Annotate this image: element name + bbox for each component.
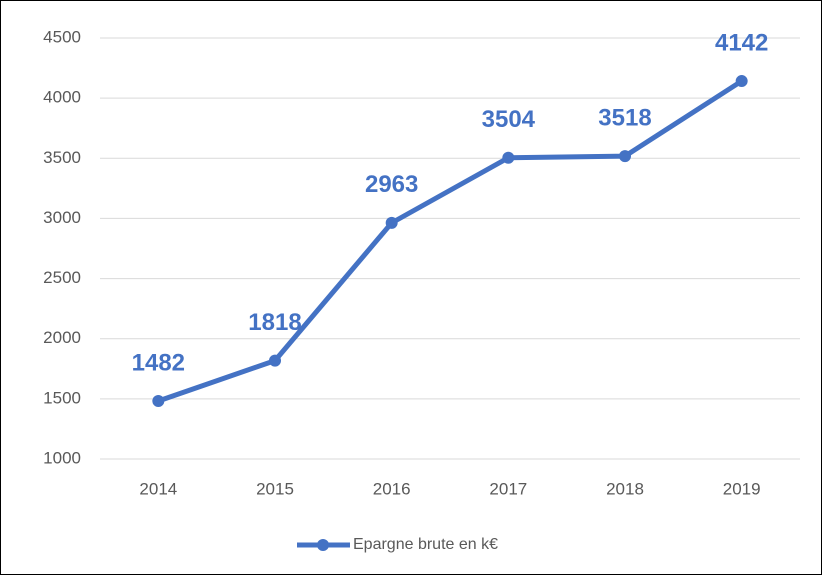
x-tick-label: 2015 xyxy=(256,479,294,498)
y-tick-label: 2500 xyxy=(43,268,81,287)
x-tick-label: 2016 xyxy=(373,479,411,498)
data-label: 1818 xyxy=(248,309,301,336)
x-tick-label: 2014 xyxy=(139,479,177,498)
series-line xyxy=(157,78,744,404)
data-label: 1482 xyxy=(132,349,185,376)
y-tick-label: 4500 xyxy=(43,27,81,46)
legend-label: Epargne brute en k€ xyxy=(353,536,498,553)
point xyxy=(385,216,398,229)
y-tick-label: 4000 xyxy=(43,88,81,107)
point xyxy=(735,75,748,88)
x-tick-label: 2018 xyxy=(606,479,644,498)
x-tick-label: 2019 xyxy=(723,479,761,498)
point xyxy=(152,395,165,408)
point xyxy=(269,354,281,367)
point xyxy=(619,150,631,163)
y-tick-label: 3500 xyxy=(43,148,81,167)
data-label: 3518 xyxy=(598,104,651,131)
data-label: 3504 xyxy=(482,106,536,133)
data-label: 2963 xyxy=(365,171,418,198)
legend-marker xyxy=(317,539,329,551)
y-tick-label: 1500 xyxy=(43,388,81,407)
x-tick-label: 2017 xyxy=(489,479,527,498)
y-tick-label: 2000 xyxy=(43,328,81,347)
point xyxy=(502,151,515,164)
data-label: 4142 xyxy=(715,29,768,56)
y-tick-label: 1000 xyxy=(43,448,81,467)
y-tick-label: 3000 xyxy=(43,208,81,227)
